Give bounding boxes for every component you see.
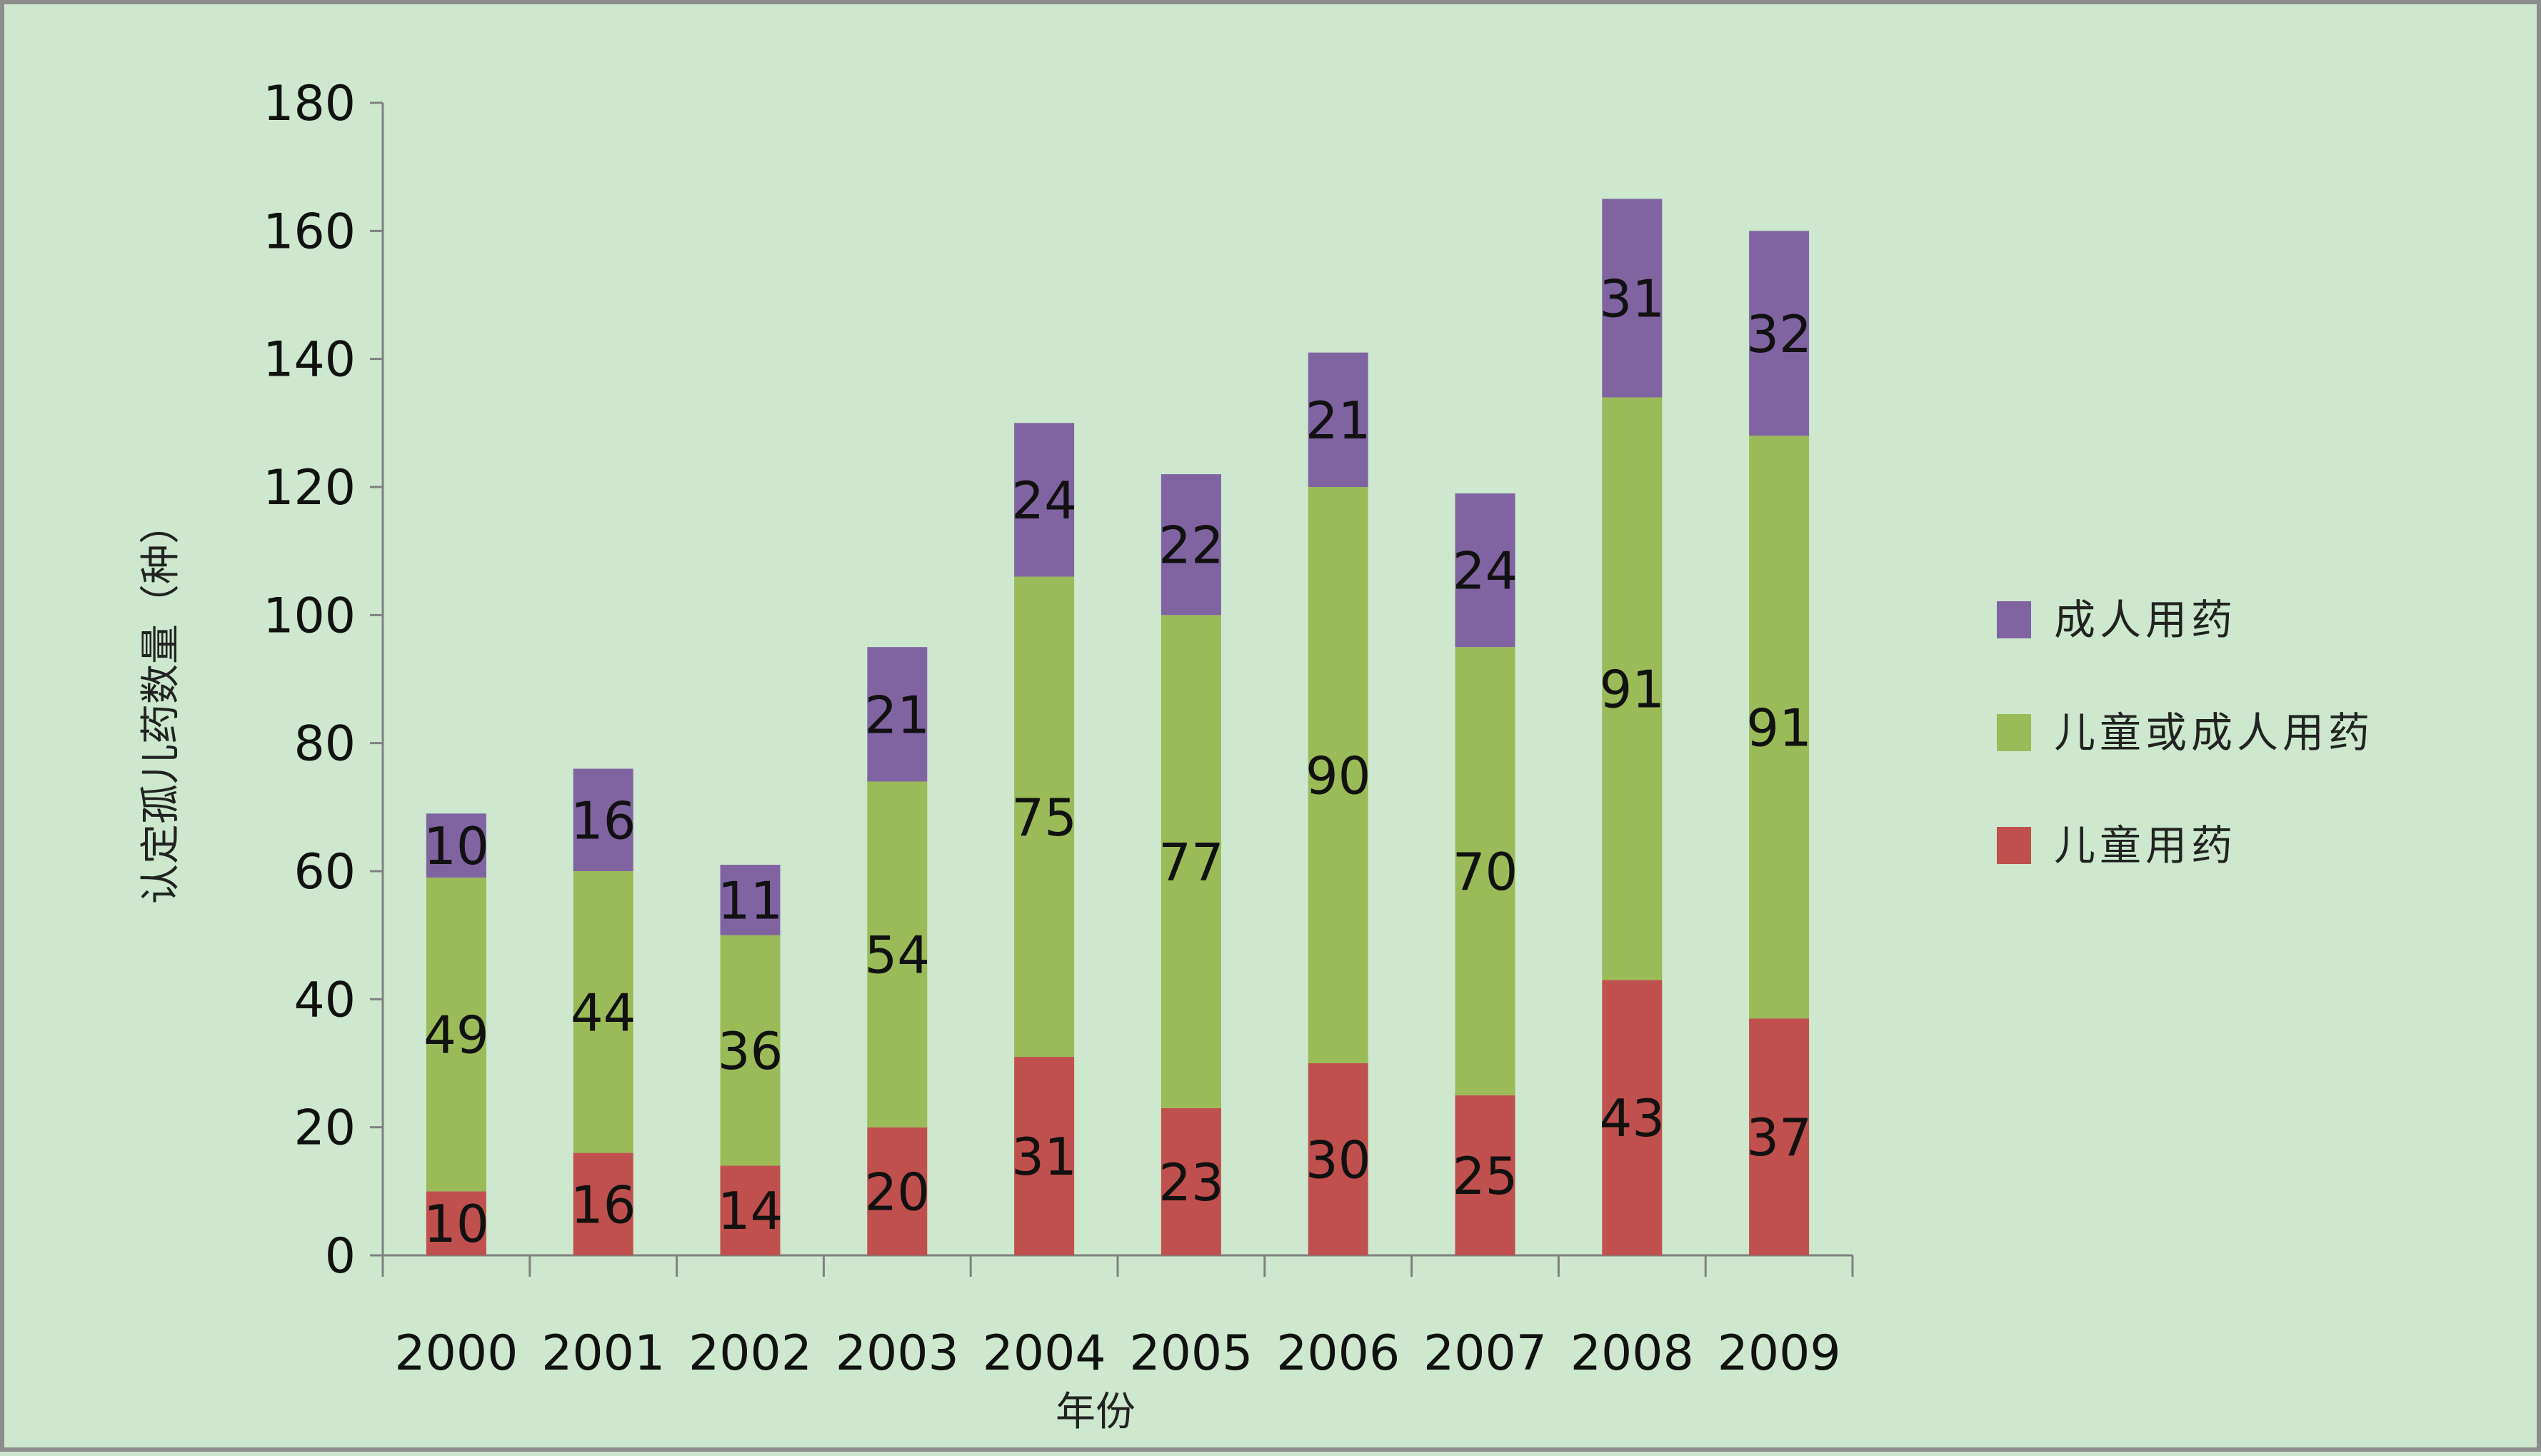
data-label: 54 bbox=[864, 925, 930, 985]
data-label: 20 bbox=[864, 1162, 930, 1222]
bar-segment bbox=[867, 781, 928, 1128]
bar-segment bbox=[1602, 397, 1663, 980]
bar-segment bbox=[867, 647, 928, 782]
data-label: 24 bbox=[1453, 541, 1518, 601]
data-label: 31 bbox=[1599, 268, 1665, 328]
data-label: 10 bbox=[424, 816, 489, 876]
data-label: 91 bbox=[1599, 659, 1665, 719]
bar-segment bbox=[1749, 231, 1810, 436]
bar-segment bbox=[1014, 576, 1075, 1058]
x-axis-title: 年份 bbox=[1056, 1389, 1136, 1435]
data-label: 21 bbox=[864, 685, 930, 745]
data-label: 77 bbox=[1158, 833, 1224, 893]
data-label: 22 bbox=[1158, 516, 1224, 576]
bar-segment bbox=[1749, 1018, 1810, 1255]
data-label: 75 bbox=[1011, 788, 1077, 848]
y-tick-label: 180 bbox=[263, 76, 356, 132]
data-label: 16 bbox=[571, 790, 636, 850]
bar-segment bbox=[1014, 423, 1075, 577]
data-label: 43 bbox=[1599, 1088, 1665, 1148]
bar-segment bbox=[1602, 199, 1663, 398]
data-label: 49 bbox=[424, 1005, 489, 1065]
bar-segment bbox=[573, 768, 633, 871]
y-tick-label: 60 bbox=[294, 844, 356, 900]
bars bbox=[426, 199, 1810, 1255]
data-label: 70 bbox=[1453, 842, 1518, 902]
data-label: 21 bbox=[1305, 391, 1371, 451]
data-label: 36 bbox=[718, 1021, 783, 1081]
legend-swatch bbox=[1997, 714, 2031, 751]
bar-segment bbox=[1602, 980, 1663, 1255]
data-label: 24 bbox=[1011, 471, 1077, 531]
bar-segment bbox=[573, 1153, 633, 1255]
axes: 0 20 40 60 80 100 120 140 160 180 2000 2001 2002 2003… bbox=[263, 76, 1854, 1382]
legend-label: 儿童用药 bbox=[2054, 821, 2237, 870]
y-tick-label: 40 bbox=[294, 972, 356, 1028]
y-tick-label: 100 bbox=[263, 588, 356, 644]
x-tick-label: 2004 bbox=[983, 1325, 1106, 1382]
data-label: 25 bbox=[1453, 1146, 1518, 1206]
x-tick-label: 2008 bbox=[1570, 1325, 1694, 1382]
bar-segment bbox=[426, 1191, 486, 1255]
legend-swatch bbox=[1997, 601, 2031, 638]
bar-segment bbox=[1749, 436, 1810, 1019]
data-label: 37 bbox=[1746, 1108, 1812, 1168]
y-axis-title: 认定孤儿药数量（种） bbox=[138, 504, 184, 904]
x-tick-label: 2005 bbox=[1129, 1325, 1253, 1382]
y-tick-label: 80 bbox=[294, 716, 356, 773]
data-label: 90 bbox=[1305, 746, 1371, 806]
data-label: 30 bbox=[1305, 1130, 1371, 1190]
y-tick-label: 140 bbox=[263, 332, 356, 388]
data-label: 91 bbox=[1746, 698, 1812, 758]
x-tick-label: 2000 bbox=[394, 1325, 518, 1382]
bar-segment bbox=[1308, 487, 1368, 1063]
bar-segment bbox=[720, 865, 781, 935]
data-label: 16 bbox=[571, 1175, 636, 1235]
data-label: 23 bbox=[1158, 1153, 1224, 1213]
legend-swatch bbox=[1997, 827, 2031, 864]
bar-segment bbox=[720, 1165, 781, 1255]
x-tick-label: 2009 bbox=[1718, 1325, 1841, 1382]
x-tick-label: 2007 bbox=[1423, 1325, 1547, 1382]
y-tick-label: 20 bbox=[294, 1100, 356, 1157]
x-tick-label: 2006 bbox=[1276, 1325, 1400, 1382]
bar-segment bbox=[720, 935, 781, 1166]
data-label: 44 bbox=[571, 983, 636, 1043]
data-label: 14 bbox=[718, 1181, 783, 1241]
stacked-bar-chart: 0 20 40 60 80 100 120 140 160 180 2000 2001 2002 2003… bbox=[138, 76, 2374, 1435]
data-label: 32 bbox=[1746, 304, 1812, 364]
x-tick-label: 2001 bbox=[541, 1325, 665, 1382]
bar-segment bbox=[1455, 647, 1515, 1095]
bar-segment bbox=[426, 813, 486, 878]
bar-segment bbox=[1308, 352, 1368, 487]
bar-segment bbox=[1161, 615, 1221, 1108]
y-tick-label: 120 bbox=[263, 460, 356, 516]
bar-segment bbox=[867, 1127, 928, 1255]
bar-segment bbox=[1161, 474, 1221, 616]
data-label: 31 bbox=[1011, 1127, 1077, 1187]
x-tick-label: 2003 bbox=[836, 1325, 959, 1382]
legend-label: 儿童或成人用药 bbox=[2054, 708, 2374, 757]
bar-segment bbox=[1308, 1063, 1368, 1255]
data-label: 11 bbox=[718, 870, 783, 930]
data-label: 10 bbox=[424, 1194, 489, 1254]
legend-label: 成人用药 bbox=[2054, 596, 2237, 644]
x-tick-label: 2002 bbox=[688, 1325, 812, 1382]
bar-segment bbox=[573, 871, 633, 1153]
data-labels: 10 49 10 16 44 16 14 36 11 20 54 21 31 75 24 23 77 22 30 90… bbox=[424, 268, 1812, 1254]
bar-segment bbox=[1161, 1108, 1221, 1255]
bar-segment bbox=[1455, 493, 1515, 648]
bar-segment bbox=[1455, 1095, 1515, 1255]
y-tick-label: 0 bbox=[325, 1228, 356, 1285]
bar-segment bbox=[426, 877, 486, 1192]
y-tick-label: 160 bbox=[263, 204, 356, 260]
bar-segment bbox=[1014, 1057, 1075, 1255]
